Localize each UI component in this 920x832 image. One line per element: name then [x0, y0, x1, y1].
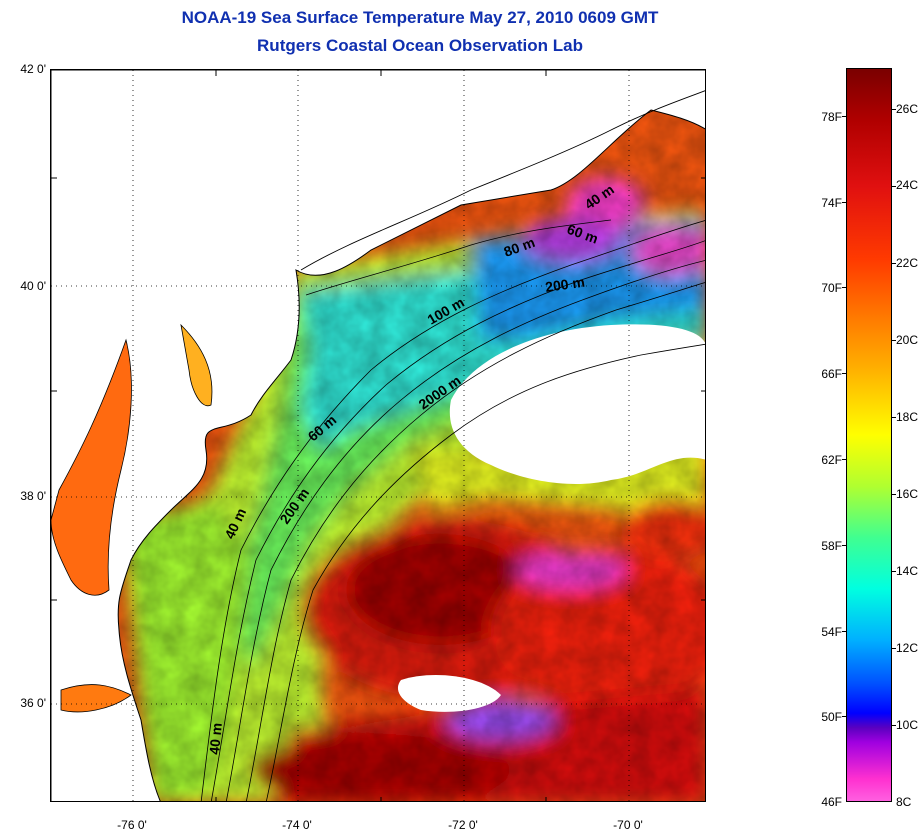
colorbar-label-f: 78F — [821, 110, 842, 124]
colorbar-tick — [842, 287, 846, 288]
colorbar-tick — [842, 545, 846, 546]
colorbar-label-f: 70F — [821, 281, 842, 295]
colorbar-label-f: 58F — [821, 539, 842, 553]
colorbar-label-c: 20C — [896, 333, 919, 347]
temperature-colorbar — [846, 68, 892, 802]
colorbar-tick — [892, 263, 896, 264]
colorbar-tick — [892, 494, 896, 495]
sst-map[interactable]: 40 m 60 m 80 m 200 m 100 m 2000 m 60 m 2… — [50, 69, 706, 802]
sst-map-canvas: 40 m 60 m 80 m 200 m 100 m 2000 m 60 m 2… — [51, 70, 705, 801]
colorbar-label-f: 46F — [821, 795, 842, 809]
lat-label-42: 42 0' — [20, 62, 46, 76]
map-subtitle: Rutgers Coastal Ocean Observation Lab — [257, 36, 583, 55]
cloud-mask — [397, 324, 705, 712]
colorbar-tick — [892, 571, 896, 572]
colorbar-label-c: 18C — [896, 410, 919, 424]
colorbar-tick — [892, 186, 896, 187]
colorbar-label-c: 26C — [896, 102, 919, 116]
colorbar-label-c: 8C — [896, 795, 912, 809]
lat-label-40: 40 0' — [20, 279, 46, 293]
map-title: NOAA-19 Sea Surface Temperature May 27, … — [181, 8, 659, 27]
contour-label: 40 m — [206, 722, 225, 755]
colorbar-tick — [892, 340, 896, 341]
colorbar-label-c: 16C — [896, 487, 919, 501]
colorbar-label-c: 14C — [896, 564, 919, 578]
colorbar-tick — [842, 373, 846, 374]
colorbar-tick — [892, 648, 896, 649]
graticule — [51, 70, 705, 801]
colorbar-label-f: 62F — [821, 453, 842, 467]
colorbar-label-c: 12C — [896, 641, 919, 655]
lat-label-36: 36 0' — [20, 696, 46, 710]
colorbar-label-c: 22C — [896, 256, 919, 270]
lat-label-38: 38 0' — [20, 489, 46, 503]
colorbar-label-c: 10C — [896, 718, 919, 732]
colorbar-tick — [892, 109, 896, 110]
lon-label-70: -70 0' — [613, 818, 643, 832]
colorbar-label-f: 66F — [821, 367, 842, 381]
colorbar-label-c: 24C — [896, 178, 919, 192]
colorbar-tick — [842, 116, 846, 117]
colorbar-label-f: 50F — [821, 710, 842, 724]
colorbar-tick — [892, 417, 896, 418]
colorbar-label-f: 74F — [821, 196, 842, 210]
land-mass — [51, 70, 705, 801]
colorbar-label-f: 54F — [821, 625, 842, 639]
colorbar-tick — [842, 716, 846, 717]
lon-label-74: -74 0' — [282, 818, 312, 832]
colorbar-tick — [842, 202, 846, 203]
colorbar-tick — [842, 631, 846, 632]
lon-label-72: -72 0' — [448, 818, 478, 832]
lon-label-76: -76 0' — [117, 818, 147, 832]
colorbar-tick — [892, 725, 896, 726]
bathymetry-contours — [200, 220, 705, 801]
contour-label: 200 m — [544, 274, 586, 295]
colorbar-tick — [842, 459, 846, 460]
frame-ticks — [51, 70, 705, 801]
